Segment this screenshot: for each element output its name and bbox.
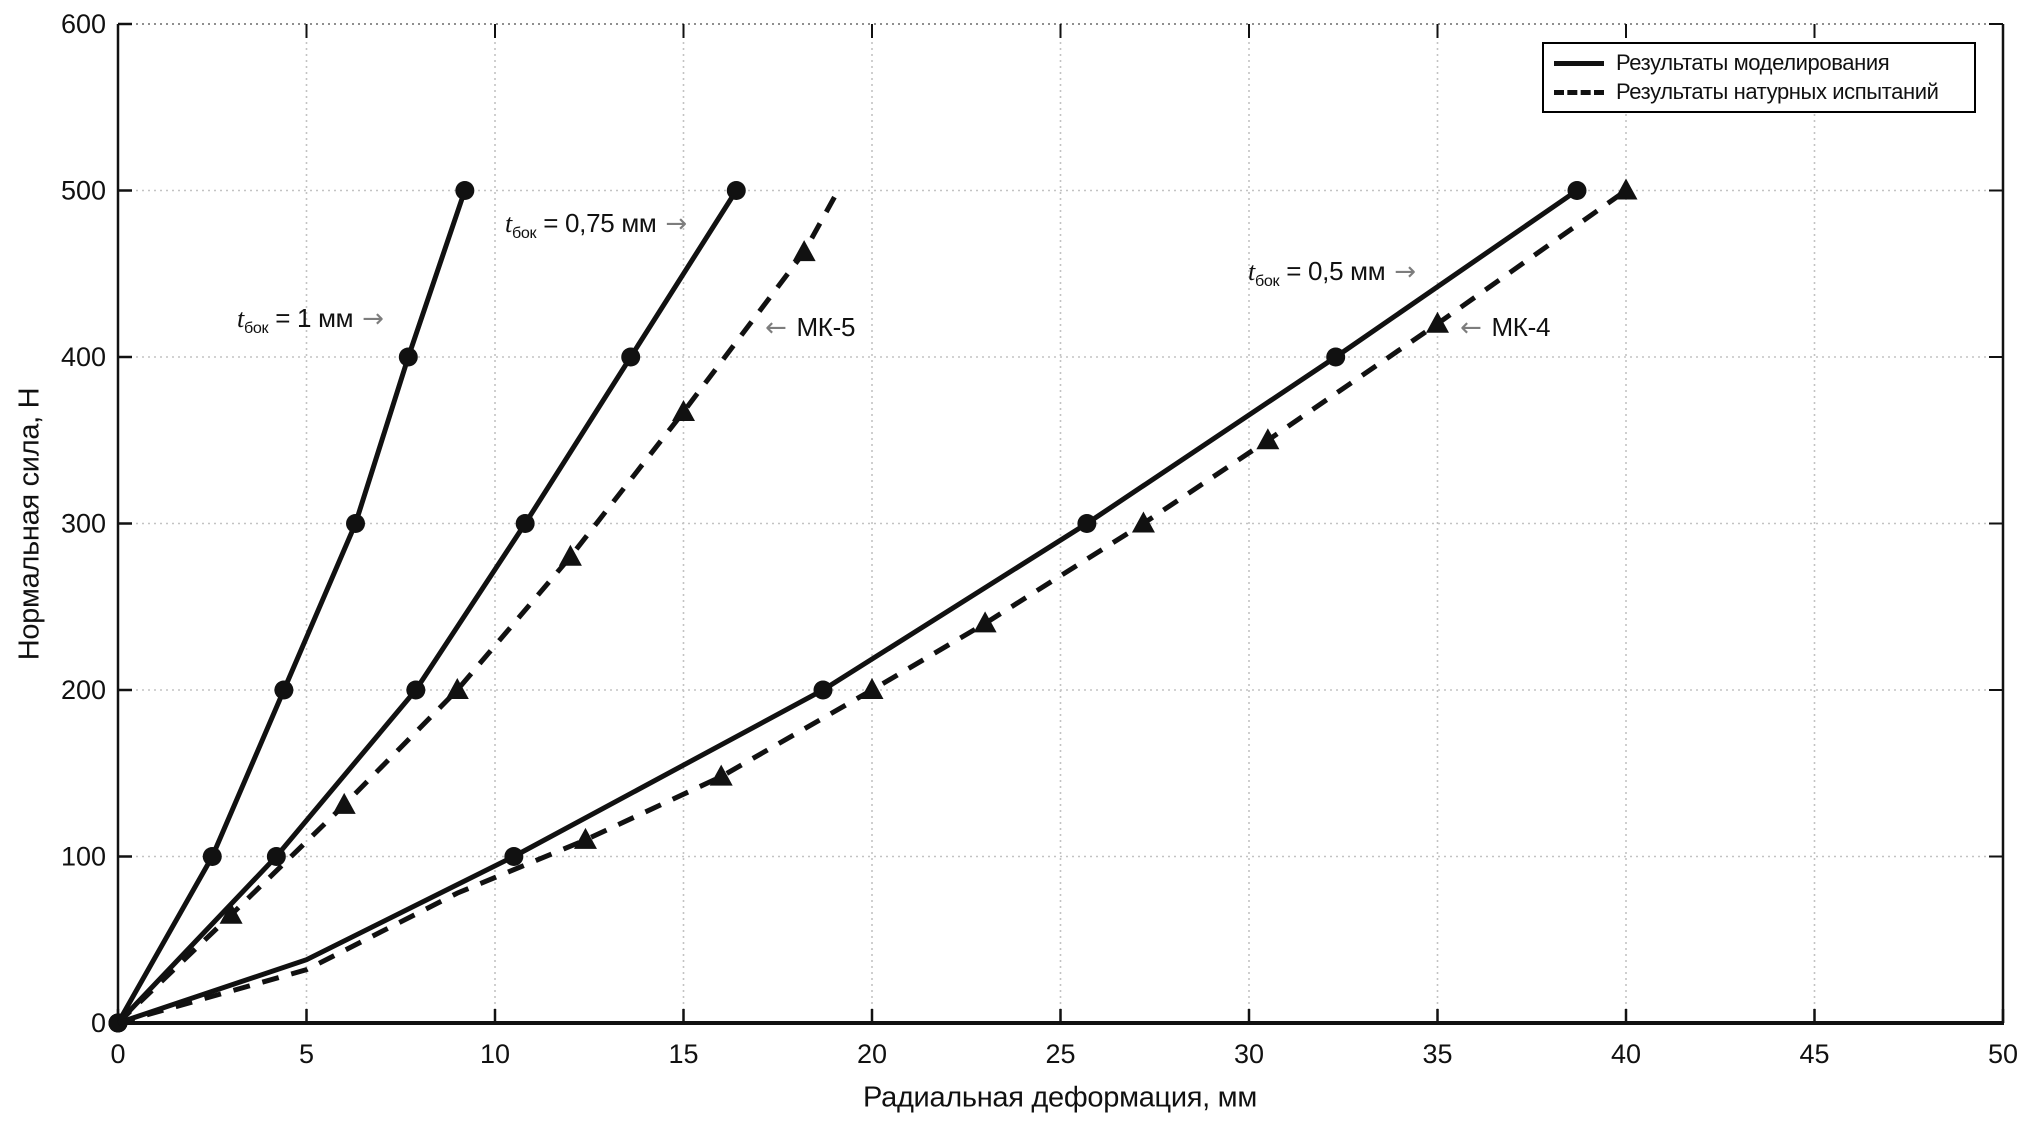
annotation-subscript: бок — [1254, 272, 1280, 291]
triangle-marker — [792, 240, 816, 262]
annotation-variable: t — [505, 209, 512, 238]
left-arrow-icon: ← — [1460, 313, 1490, 343]
circle-marker — [621, 347, 641, 367]
legend-item-modeling: Результаты моделирования — [1554, 50, 1964, 76]
x-tick-label: 10 — [480, 1039, 510, 1069]
annotation-t-bok-05mm: tбок = 0,5 мм → — [1248, 256, 1418, 291]
triangle-marker — [1614, 178, 1638, 200]
circle-marker — [515, 514, 535, 533]
y-tick-label: 400 — [61, 342, 106, 372]
legend-box: Результаты моделирования Результаты нату… — [1542, 42, 1976, 113]
dashed-line-sample-icon — [1554, 89, 1604, 95]
triangle-marker — [445, 678, 469, 699]
circle-marker — [346, 514, 366, 533]
annotation-value: = 0,75 мм — [536, 208, 664, 238]
circle-marker — [266, 847, 286, 866]
annotation-mk-5: ← МК-5 — [763, 312, 855, 343]
triangle-marker — [709, 764, 733, 786]
circle-marker — [406, 680, 426, 700]
x-tick-label: 30 — [1234, 1039, 1264, 1069]
triangle-marker — [973, 611, 997, 633]
x-tick-label: 25 — [1045, 1039, 1075, 1069]
right-arrow-icon: → — [665, 209, 687, 239]
triangle-marker — [1256, 428, 1280, 450]
y-tick-label: 200 — [61, 675, 106, 705]
circle-marker — [726, 181, 746, 200]
circle-marker — [504, 847, 524, 866]
legend-item-field-tests: Результаты натурных испытаний — [1554, 79, 1964, 105]
circle-marker — [1326, 347, 1346, 367]
series-line-0 — [115, 189, 468, 1025]
triangle-marker — [1426, 311, 1449, 333]
y-tick-label: 600 — [61, 9, 106, 39]
y-tick-label: 100 — [61, 842, 106, 872]
legend-label: Результаты моделирования — [1616, 50, 1890, 75]
triangle-marker — [219, 902, 243, 924]
left-arrow-icon: ← — [765, 313, 795, 343]
right-arrow-icon: → — [1394, 257, 1416, 287]
circle-marker — [455, 181, 475, 200]
y-tick-label: 0 — [91, 1008, 106, 1038]
series-line-1 — [116, 189, 739, 1025]
circle-marker — [398, 347, 418, 367]
annotation-t-bok-075mm: tбок = 0,75 мм → — [505, 208, 689, 243]
triangle-marker — [672, 399, 695, 421]
x-tick-label: 35 — [1422, 1039, 1452, 1069]
x-tick-label: 40 — [1611, 1039, 1641, 1069]
legend-label: Результаты натурных испытаний — [1616, 79, 1939, 104]
x-tick-label: 45 — [1799, 1039, 1829, 1069]
annotation-mk-4: ← МК-4 — [1458, 312, 1550, 343]
circle-marker — [202, 847, 222, 866]
x-tick-label: 15 — [668, 1039, 698, 1069]
annotation-value: МК-4 — [1491, 312, 1551, 342]
x-tick-label: 50 — [1988, 1039, 2018, 1069]
triangle-marker — [558, 544, 582, 566]
circle-marker — [108, 1013, 128, 1033]
circle-marker — [1077, 514, 1097, 533]
right-arrow-icon: → — [362, 304, 384, 334]
series-line-4 — [117, 188, 1628, 1026]
annotation-value: = 1 мм — [268, 303, 361, 333]
circle-marker — [274, 680, 294, 700]
annotation-value: МК-5 — [796, 312, 856, 342]
annotation-t-bok-1mm: tбок = 1 мм → — [237, 303, 386, 338]
annotation-subscript: бок — [511, 224, 537, 243]
x-axis-label: Радиальная деформация, мм — [863, 1081, 1257, 1114]
annotation-variable: t — [237, 304, 244, 333]
y-tick-label: 500 — [61, 176, 106, 206]
triangle-marker — [1131, 511, 1155, 533]
triangle-marker — [332, 792, 356, 814]
annotation-subscript: бок — [243, 319, 269, 338]
triangle-marker — [860, 678, 884, 699]
y-tick-label: 300 — [61, 509, 106, 539]
solid-line-sample-icon — [1554, 60, 1604, 66]
triangle-marker — [573, 827, 597, 849]
series-line-2 — [116, 189, 841, 1025]
circle-marker — [1567, 181, 1587, 200]
x-tick-label: 20 — [857, 1039, 887, 1069]
circle-marker — [813, 680, 833, 700]
annotation-value: = 0,5 мм — [1279, 256, 1393, 286]
y-axis-label: Нормальная сила, Н — [13, 387, 46, 661]
x-tick-label: 5 — [299, 1039, 314, 1069]
annotation-variable: t — [1248, 257, 1255, 286]
x-tick-label: 0 — [110, 1039, 125, 1069]
